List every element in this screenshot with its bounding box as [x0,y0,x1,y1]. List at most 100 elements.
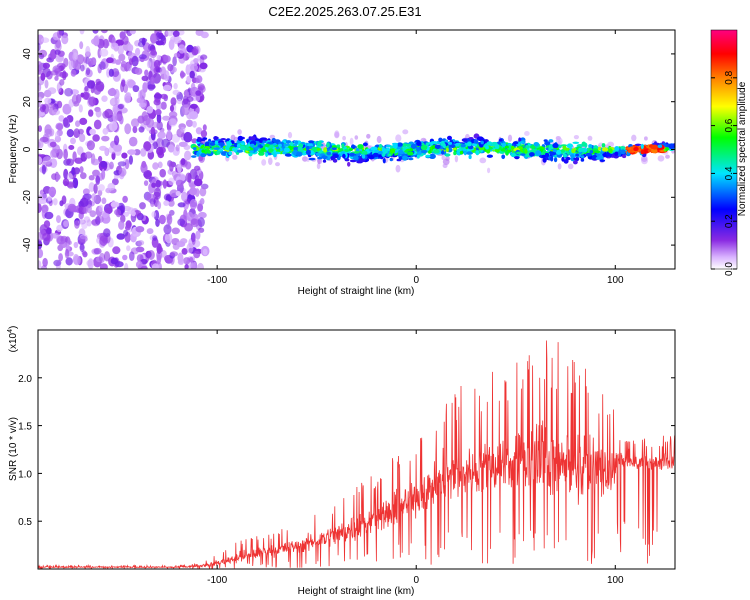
heatmap-cell [332,158,338,163]
heatmap-cell [349,152,356,157]
heatmap-cell [581,141,587,147]
heatmap-cell [150,33,158,44]
heatmap-cell [181,191,188,202]
heatmap-cell [166,129,172,141]
heatmap-cell [531,144,535,150]
heatmap-cell [56,123,64,131]
heatmap-cell [557,163,562,170]
heatmap-cell [117,161,127,167]
heatmap-cell [158,214,166,225]
heatmap-cell [172,56,177,67]
heatmap-cell [132,126,138,134]
heatmap-cell [373,149,380,153]
heatmap-cell [124,123,132,135]
heatmap-cell [226,141,232,147]
heatmap-cell [665,154,670,159]
heatmap-cell [40,193,48,201]
heatmap-cell [99,263,108,269]
heatmap-cell [126,245,131,252]
heatmap-cell [321,155,328,159]
heatmap-cell [588,144,593,148]
heatmap-cell [146,228,154,235]
heatmap-cell [90,158,100,166]
heatmap-cell [143,141,152,152]
heatmap-cell [93,85,102,95]
heatmap-cell [235,151,240,155]
heatmap-cell [425,154,431,158]
heatmap-cell [459,150,464,155]
heatmap-cell [200,31,209,39]
heatmap-cell [192,261,197,269]
heatmap-cell [258,151,265,156]
heatmap-cell [99,61,106,70]
y-tick-label: 0.5 [18,517,32,528]
heatmap-cell [177,218,186,226]
heatmap-cell [191,155,197,158]
heatmap-cell [479,157,487,164]
heatmap-cell [54,49,61,55]
heatmap-cell [614,146,620,152]
heatmap-cell [575,153,579,157]
heatmap-cell [44,97,52,105]
heatmap-cell [114,209,122,216]
heatmap-cell [555,149,562,155]
heatmap-cell [201,149,205,153]
heatmap-cell [264,143,270,147]
heatmap-cell [468,154,472,160]
heatmap-cell [392,143,398,149]
heatmap-cell [109,97,118,107]
heatmap-cell [177,202,186,208]
heatmap-cell [194,165,201,171]
heatmap-cell [278,143,282,147]
heatmap-cell [331,147,337,151]
heatmap-cell [74,61,82,71]
heatmap-cell [157,246,164,253]
heatmap-cell [127,149,137,156]
heatmap-cell [97,184,105,192]
heatmap-cell [349,159,357,163]
heatmap-cell [186,243,194,254]
heatmap-cell [156,254,162,265]
heatmap-cell [381,146,385,153]
heatmap-cell [189,70,195,79]
heatmap-cell [230,134,236,141]
colorbar-tick-label: 0.6 [724,118,735,132]
heatmap-cell [84,151,93,159]
heatmap-cell [507,134,513,142]
heatmap-cell [102,127,109,135]
heatmap-cell [347,161,351,167]
heatmap-cell [283,147,290,153]
heatmap-cell [390,148,396,154]
heatmap-cell [473,139,479,145]
heatmap-cell [294,140,299,145]
heatmap-cell [88,175,95,181]
heatmap-cell [647,149,652,153]
heatmap-cell [441,155,446,160]
heatmap-cell [326,142,330,148]
heatmap-cell [651,148,658,154]
heatmap-cell [89,128,96,136]
heatmap-cell [199,187,207,197]
x-tick-label: -100 [207,575,227,586]
heatmap-cell [607,141,614,148]
heatmap-cell [38,260,42,269]
heatmap-cell [86,259,93,267]
heatmap-cell [42,62,51,69]
heatmap-cell [614,151,619,156]
heatmap-cell [112,178,119,186]
heatmap-cell [433,149,440,154]
heatmap-cell [542,157,547,163]
heatmap-cell [141,111,148,122]
heatmap-cell [501,154,506,160]
heatmap-cell [594,150,601,154]
heatmap-cell [137,41,145,48]
heatmap-cell [77,219,86,225]
heatmap-cell [99,235,108,246]
heatmap-cell [231,147,238,152]
heatmap-cell [305,149,311,155]
heatmap-cell [41,205,48,214]
heatmap-cell [410,143,417,149]
heatmap-cell [59,79,65,86]
heatmap-cell [70,69,77,77]
heatmap-cell [315,152,321,156]
